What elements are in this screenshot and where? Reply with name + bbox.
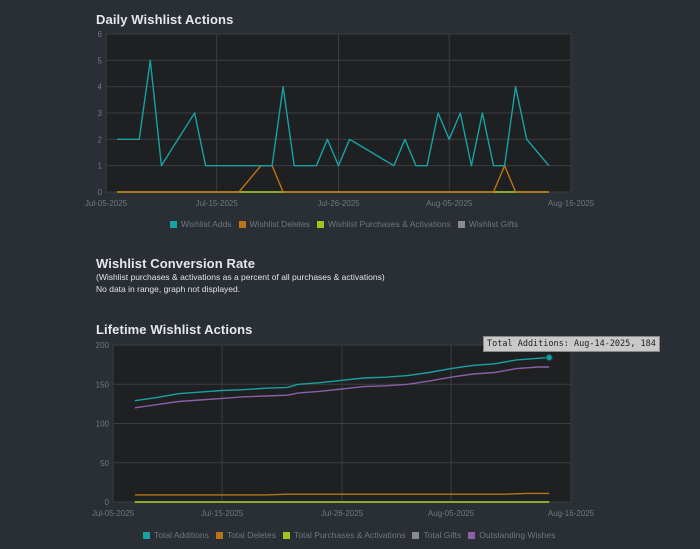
daily-y-tick-label: 5 (98, 56, 103, 65)
daily-series-wishlist-adds[interactable] (117, 59, 550, 167)
daily-x-tick-label: Aug-16-2025 (548, 199, 595, 208)
legend-label: Total Gifts (423, 530, 462, 540)
legend-label: Total Purchases & Activations (293, 530, 406, 540)
daily-series-wishlist-deletes[interactable] (117, 164, 549, 193)
lifetime-x-tick-label: Jul-15-2025 (201, 509, 244, 518)
lifetime-chart-legend: Total Additions Total Deletes Total Purcha… (143, 530, 555, 540)
daily-chart-legend: Wishlist Adds Wishlist Deletes Wishlist Pu… (170, 219, 518, 229)
lifetime-y-tick-label: 50 (100, 459, 109, 468)
daily-wishlist-chart[interactable]: 0 1 2 3 4 5 6 Jul-05-2025 Jul-15-2025 Jul-26-2025… (0, 0, 700, 215)
legend-label: Outstanding Wishes (479, 530, 556, 540)
lifetime-y-tick-label: 0 (105, 498, 110, 507)
daily-x-tick-label: Jul-26-2025 (317, 199, 360, 208)
legend-swatch (170, 220, 177, 228)
daily-y-tick-label: 1 (98, 162, 103, 171)
daily-x-tick-label: Jul-15-2025 (196, 199, 239, 208)
legend-label: Total Deletes (226, 530, 276, 540)
legend-item-wishlist-adds[interactable]: Wishlist Adds (170, 219, 232, 229)
daily-y-tick-label: 3 (98, 109, 103, 118)
lifetime-series-outstanding-wishes[interactable] (134, 366, 550, 409)
legend-item-total-gifts[interactable]: Total Gifts (412, 530, 461, 540)
conversion-rate-note: (Wishlist purchases & activations as a p… (96, 272, 385, 282)
legend-label: Wishlist Purchases & Activations (328, 219, 451, 229)
legend-item-total-deletes[interactable]: Total Deletes (215, 530, 276, 540)
lifetime-chart-title: Lifetime Wishlist Actions (96, 322, 253, 337)
lifetime-y-tick-label: 100 (96, 420, 110, 429)
chart-tooltip: Total Additions: Aug-14-2025, 184 (483, 336, 660, 352)
lifetime-y-tick-label: 150 (96, 380, 110, 389)
legend-label: Wishlist Adds (181, 219, 232, 229)
lifetime-highlight-point[interactable] (545, 354, 553, 362)
lifetime-series-total-deletes[interactable] (134, 492, 550, 496)
lifetime-x-tick-label: Jul-05-2025 (92, 509, 135, 518)
legend-swatch (412, 531, 420, 539)
legend-item-outstanding-wishes[interactable]: Outstanding Wishes (468, 530, 555, 540)
legend-swatch (282, 531, 290, 539)
daily-x-tick-label: Aug-05-2025 (426, 199, 473, 208)
conversion-rate-title: Wishlist Conversion Rate (96, 256, 256, 271)
lifetime-wishlist-chart[interactable]: 0 50 100 150 200 Jul-05-2025 Jul-15-2025 Jul-26… (0, 334, 700, 549)
lifetime-x-tick-label: Aug-05-2025 (428, 509, 475, 518)
daily-y-tick-label: 6 (98, 30, 103, 39)
daily-x-tick-label: Jul-05-2025 (85, 199, 128, 208)
legend-label: Wishlist Gifts (468, 219, 518, 229)
daily-y-tick-label: 4 (98, 83, 103, 92)
daily-y-tick-label: 0 (98, 188, 103, 197)
legend-label: Wishlist Deletes (249, 219, 311, 229)
conversion-rate-nodata: No data in range, graph not displayed. (96, 284, 241, 294)
legend-item-wishlist-purchases-and-activations[interactable]: Wishlist Purchases & Activations (317, 219, 451, 229)
lifetime-x-tick-label: Jul-26-2025 (321, 509, 364, 518)
daily-y-tick-label: 2 (98, 135, 103, 144)
daily-chart-title: Daily Wishlist Actions (96, 12, 234, 27)
legend-swatch (215, 531, 223, 539)
lifetime-series-total-additions[interactable] (134, 356, 550, 402)
legend-item-wishlist-gifts[interactable]: Wishlist Gifts (457, 219, 518, 229)
legend-swatch (143, 531, 150, 539)
legend-swatch (468, 531, 476, 539)
legend-swatch (317, 220, 325, 228)
legend-item-total-purchases-and-activations[interactable]: Total Purchases & Activations (282, 530, 406, 540)
lifetime-x-tick-label: Aug-16-2025 (548, 509, 595, 518)
lifetime-y-tick-label: 200 (96, 341, 110, 350)
legend-item-total-additions[interactable]: Total Additions (143, 530, 209, 540)
legend-swatch (457, 220, 465, 228)
legend-item-wishlist-deletes[interactable]: Wishlist Deletes (238, 219, 311, 229)
legend-label: Total Additions (154, 530, 209, 540)
legend-swatch (238, 220, 246, 228)
